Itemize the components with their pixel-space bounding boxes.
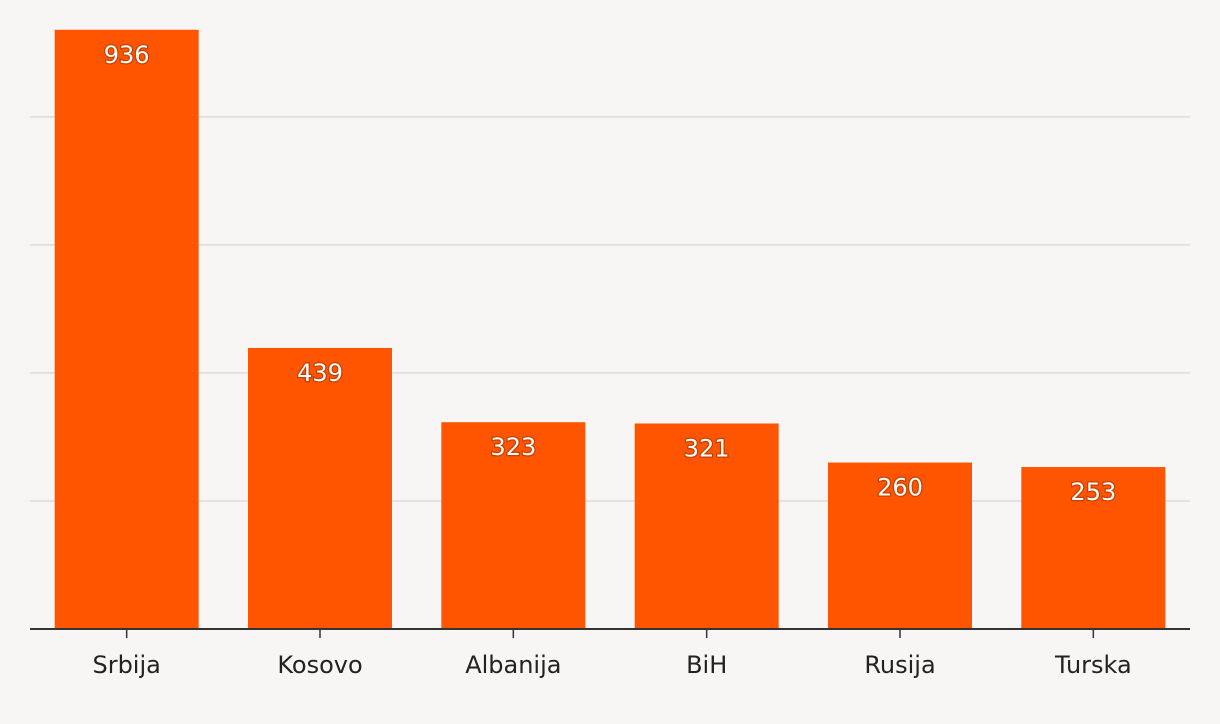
bar-bih	[634, 423, 779, 629]
bar-value-label: 260	[877, 474, 923, 502]
bar-kosovo	[248, 347, 392, 629]
x-axis-label-albanija: Albanija	[465, 651, 561, 679]
x-axis-label-srbija: Srbija	[92, 651, 160, 679]
bars	[54, 29, 1166, 629]
bar-value-label: 321	[684, 434, 730, 462]
bar-value-label: 253	[1070, 478, 1116, 506]
bar-srbija	[54, 29, 199, 629]
bar-value-label: 936	[104, 41, 150, 69]
bar-value-label: 439	[297, 359, 343, 387]
bar-turska	[1021, 467, 1166, 629]
bar-albanija	[441, 422, 586, 629]
bar-value-labels: 936 439 323 321 260 253	[103, 40, 1118, 508]
x-axis-label-kosovo: Kosovo	[277, 651, 362, 679]
bar-rusija	[828, 462, 972, 629]
x-axis-label-bih: BiH	[686, 651, 727, 679]
x-axis-label-turska: Turska	[1054, 651, 1132, 679]
gridlines	[30, 116, 1190, 502]
x-axis-category-labels: Srbija Kosovo Albanija BiH Rusija Turska	[92, 651, 1131, 679]
x-axis-ticks	[125, 629, 1095, 638]
x-axis-label-rusija: Rusija	[864, 651, 935, 679]
bar-value-label: 323	[490, 433, 536, 461]
